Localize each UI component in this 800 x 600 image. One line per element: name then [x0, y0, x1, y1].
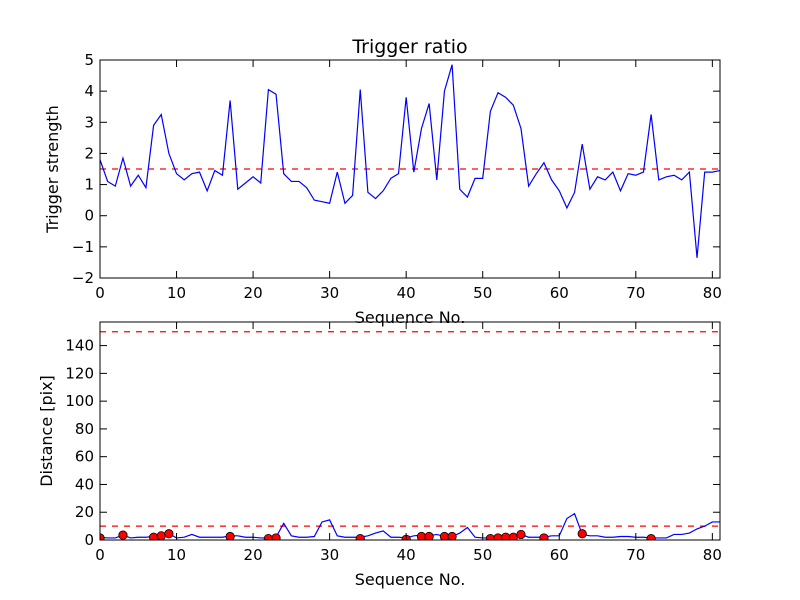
- top-chart-ytick-label: −2: [72, 269, 94, 287]
- bottom-chart-xtick-label: 20: [244, 546, 263, 564]
- top-chart-plot-area: [100, 64, 720, 258]
- bottom-chart-plot-area: [100, 331, 720, 540]
- top-chart-xtick-label: 30: [320, 284, 339, 302]
- bottom-chart-marker-point: [271, 533, 281, 540]
- top-chart-ytick-label: 5: [84, 51, 94, 69]
- top-chart: Trigger ratio 0 10 20 30 40 50 60 70 80 −2 −1 0 1 2 3 4…: [43, 36, 722, 327]
- bottom-chart-marker-point: [447, 531, 457, 540]
- top-chart-ytick-label: 3: [84, 113, 94, 131]
- top-chart-frame: [99, 59, 721, 279]
- top-chart-xtick-label: 40: [397, 284, 416, 302]
- top-chart-ticks: 0 10 20 30 40 50 60 70 80 −2 −1 0 1 2 3 4 5: [72, 51, 722, 302]
- top-chart-ytick-label: 1: [84, 176, 94, 194]
- bottom-chart-marker-point: [225, 531, 235, 540]
- top-chart-xtick-label: 70: [626, 284, 645, 302]
- bottom-chart-marker-point: [118, 530, 128, 540]
- bottom-chart-marker-point: [424, 531, 434, 540]
- bottom-chart-xlabel: Sequence No.: [355, 570, 466, 589]
- bottom-chart-frame: [99, 321, 721, 541]
- bottom-chart-marker-point: [355, 534, 365, 540]
- bottom-chart-xtick-label: 80: [703, 546, 722, 564]
- bottom-chart-xtick-label: 30: [320, 546, 339, 564]
- bottom-chart-ytick-label: 140: [65, 337, 94, 355]
- bottom-chart-xtick-label: 0: [95, 546, 105, 564]
- bottom-chart-marks: [100, 331, 720, 540]
- bottom-chart-marker-point: [439, 531, 450, 540]
- top-chart-xtick-label: 80: [703, 284, 722, 302]
- bottom-chart-marker-point: [539, 533, 549, 540]
- bottom-chart-ytick-label: 120: [65, 364, 94, 382]
- bottom-chart-marker-point: [156, 531, 166, 540]
- bottom-chart-xtick-label: 40: [397, 546, 416, 564]
- top-chart-ytick-label: −1: [72, 238, 94, 256]
- bottom-chart-ytick-label: 80: [75, 420, 94, 438]
- bottom-chart-ylabel: Distance [pix]: [37, 375, 56, 487]
- bottom-chart-marker-point: [646, 534, 656, 540]
- top-chart-xtick-label: 10: [167, 284, 186, 302]
- bottom-chart-ticks: 0 10 20 30 40 50 60 70 80 0 20 40 60 80 100 120 140: [65, 322, 722, 564]
- top-chart-ytick-label: 4: [84, 82, 94, 100]
- top-chart-xtick-label: 50: [473, 284, 492, 302]
- bottom-chart: 0 10 20 30 40 50 60 70 80 0 20 40 60 80 100 120 140 Sequ…: [37, 321, 722, 589]
- top-chart-xtick-label: 60: [550, 284, 569, 302]
- bottom-chart-xtick-label: 60: [550, 546, 569, 564]
- top-chart-xlabel: Sequence No.: [355, 308, 466, 327]
- bottom-chart-marker-point: [164, 529, 174, 539]
- bottom-chart-ytick-label: 60: [75, 448, 94, 466]
- bottom-chart-ytick-label: 0: [84, 531, 94, 549]
- top-chart-marks: [100, 64, 720, 258]
- bottom-chart-marker-point: [416, 531, 427, 540]
- bottom-chart-xtick-label: 70: [626, 546, 645, 564]
- top-chart-series-line-0: [100, 64, 720, 258]
- top-chart-ylabel: Trigger strength: [43, 105, 62, 234]
- bottom-chart-marker-point: [577, 529, 587, 539]
- bottom-chart-xtick-label: 10: [167, 546, 186, 564]
- top-chart-ytick-label: 0: [84, 207, 94, 225]
- bottom-chart-ytick-label: 40: [75, 475, 94, 493]
- bottom-chart-ytick-label: 100: [65, 392, 94, 410]
- bottom-chart-xtick-label: 50: [473, 546, 492, 564]
- top-chart-ytick-label: 2: [84, 144, 94, 162]
- bottom-chart-ytick-label: 20: [75, 503, 94, 521]
- bottom-chart-marker-point: [516, 529, 526, 540]
- top-chart-xtick-label: 0: [95, 284, 105, 302]
- top-chart-xtick-label: 20: [244, 284, 263, 302]
- top-chart-title: Trigger ratio: [351, 36, 467, 58]
